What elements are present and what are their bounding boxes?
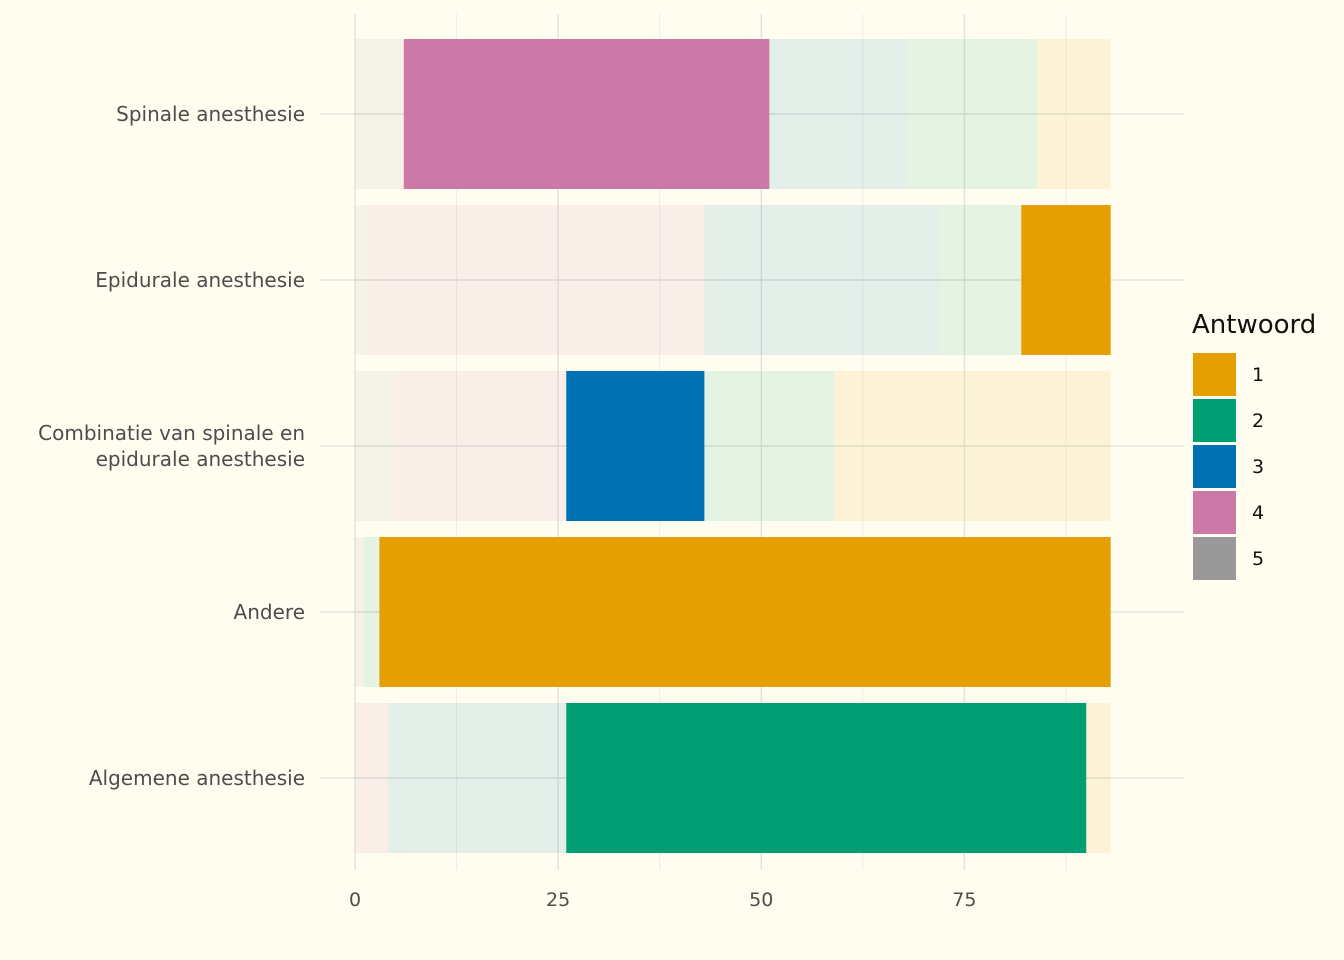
x-axis-ticks: 0 25 50 75 — [349, 889, 977, 911]
bar-segment-2 — [363, 537, 380, 687]
legend-label: 1 — [1252, 364, 1264, 386]
bar-segment-1 — [1086, 703, 1111, 853]
legend-label: 3 — [1252, 456, 1264, 478]
legend-key-5 — [1193, 537, 1236, 580]
bar-segment-4 — [403, 39, 770, 189]
bar-segment-2 — [704, 371, 835, 521]
bar-segment-4 — [355, 703, 388, 853]
bar-segment-3 — [566, 371, 705, 521]
legend-label: 4 — [1252, 502, 1264, 524]
x-tick-label: 25 — [546, 889, 570, 911]
bar-segment-3 — [387, 703, 567, 853]
category-label: Epidurale anesthesie — [95, 268, 305, 292]
x-tick-label: 50 — [749, 889, 773, 911]
legend-key-1 — [1193, 353, 1236, 396]
x-tick-label: 75 — [952, 889, 976, 911]
bar-segment-3 — [769, 39, 908, 189]
bar-segment-1 — [1021, 205, 1111, 355]
category-label: Spinale anesthesie — [116, 102, 305, 126]
bar-segment-2 — [940, 205, 1022, 355]
bar-segment-2 — [907, 39, 1038, 189]
category-label: epidurale anesthesie — [96, 447, 305, 471]
bar-layer — [355, 39, 1111, 853]
legend-label: 5 — [1252, 548, 1264, 570]
category-label: Algemene anesthesie — [89, 766, 305, 790]
x-tick-label: 0 — [349, 889, 361, 911]
bar-segment-3 — [704, 205, 940, 355]
bar-segment-1 — [834, 371, 1111, 521]
category-labels: Spinale anesthesie Epidurale anesthesie Co… — [38, 102, 305, 790]
bar-segment-1 — [379, 537, 1111, 687]
bar-segment-4 — [371, 205, 705, 355]
bar-segment-1 — [1037, 39, 1111, 189]
category-label: Combinatie van spinale en — [38, 421, 305, 445]
legend-key-4 — [1193, 491, 1236, 534]
bar-segment-5 — [355, 205, 372, 355]
legend-label: 2 — [1252, 410, 1264, 432]
category-label: Andere — [234, 600, 305, 624]
bar-segment-2 — [566, 703, 1087, 853]
legend-title: Antwoord — [1192, 310, 1316, 340]
bar-segment-5 — [355, 39, 404, 189]
legend-key-2 — [1193, 399, 1236, 442]
bar-segment-5 — [355, 537, 364, 687]
bar-segment-5 — [355, 371, 396, 521]
bar-segment-4 — [395, 371, 567, 521]
legend: Antwoord 1 2 3 4 5 — [1192, 310, 1316, 580]
legend-key-3 — [1193, 445, 1236, 488]
